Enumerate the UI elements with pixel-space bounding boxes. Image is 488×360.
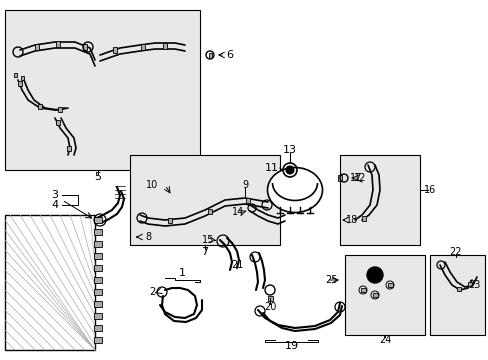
Text: 10: 10 — [145, 180, 158, 190]
Bar — [94, 277, 102, 283]
Bar — [267, 296, 272, 301]
Bar — [38, 104, 42, 108]
Bar — [339, 155, 419, 245]
Bar — [208, 53, 211, 58]
Bar — [5, 10, 200, 170]
Bar — [94, 337, 102, 343]
Bar — [456, 287, 460, 291]
Text: 15: 15 — [202, 235, 214, 245]
Text: 11: 11 — [264, 163, 279, 173]
Bar — [94, 301, 102, 307]
Bar — [130, 155, 280, 245]
Circle shape — [285, 166, 293, 174]
Text: 19: 19 — [285, 341, 299, 351]
Text: 13: 13 — [283, 145, 296, 155]
Bar — [361, 216, 365, 220]
Bar — [467, 282, 471, 286]
Text: 14: 14 — [231, 207, 244, 217]
Bar — [372, 293, 377, 297]
Bar — [94, 217, 102, 223]
Bar — [207, 208, 212, 213]
Text: 2: 2 — [148, 287, 155, 297]
Text: 24: 24 — [378, 335, 390, 345]
Text: 5: 5 — [94, 172, 102, 182]
Bar — [94, 289, 102, 295]
Circle shape — [366, 267, 382, 283]
Bar — [56, 41, 60, 47]
Bar — [360, 288, 365, 292]
Bar — [56, 120, 60, 125]
Text: 3: 3 — [51, 190, 59, 200]
Text: 4: 4 — [51, 200, 59, 210]
Text: 25: 25 — [325, 275, 338, 285]
Bar — [94, 253, 102, 259]
Bar — [337, 175, 341, 181]
Bar — [5, 215, 95, 350]
Bar — [386, 283, 392, 287]
Text: 16: 16 — [423, 185, 435, 195]
Bar — [67, 145, 71, 150]
Bar — [18, 81, 22, 86]
Bar — [163, 43, 167, 49]
Bar — [94, 265, 102, 271]
Text: 8: 8 — [144, 232, 151, 242]
Bar — [58, 107, 62, 112]
Bar — [94, 229, 102, 235]
Bar — [83, 44, 87, 50]
Text: 20: 20 — [263, 302, 276, 312]
Circle shape — [370, 271, 378, 279]
Text: 1: 1 — [178, 268, 185, 278]
Text: 12: 12 — [353, 173, 366, 183]
Text: 22: 22 — [449, 247, 461, 257]
Bar — [168, 217, 172, 222]
Text: 9: 9 — [242, 180, 247, 190]
Ellipse shape — [267, 167, 322, 212]
Text: 17: 17 — [349, 173, 362, 183]
Bar — [35, 44, 39, 50]
Bar — [113, 47, 117, 53]
Text: 18: 18 — [345, 215, 357, 225]
Bar — [429, 255, 484, 335]
Bar — [94, 313, 102, 319]
Bar — [94, 325, 102, 331]
Text: 7: 7 — [201, 247, 208, 257]
Bar — [345, 255, 424, 335]
Bar — [20, 76, 23, 80]
Bar — [141, 44, 145, 50]
Text: 6: 6 — [226, 50, 233, 60]
Text: 23: 23 — [467, 280, 479, 290]
Bar — [94, 241, 102, 247]
Bar — [14, 73, 17, 77]
Bar — [245, 198, 249, 202]
Text: 21: 21 — [231, 260, 244, 270]
